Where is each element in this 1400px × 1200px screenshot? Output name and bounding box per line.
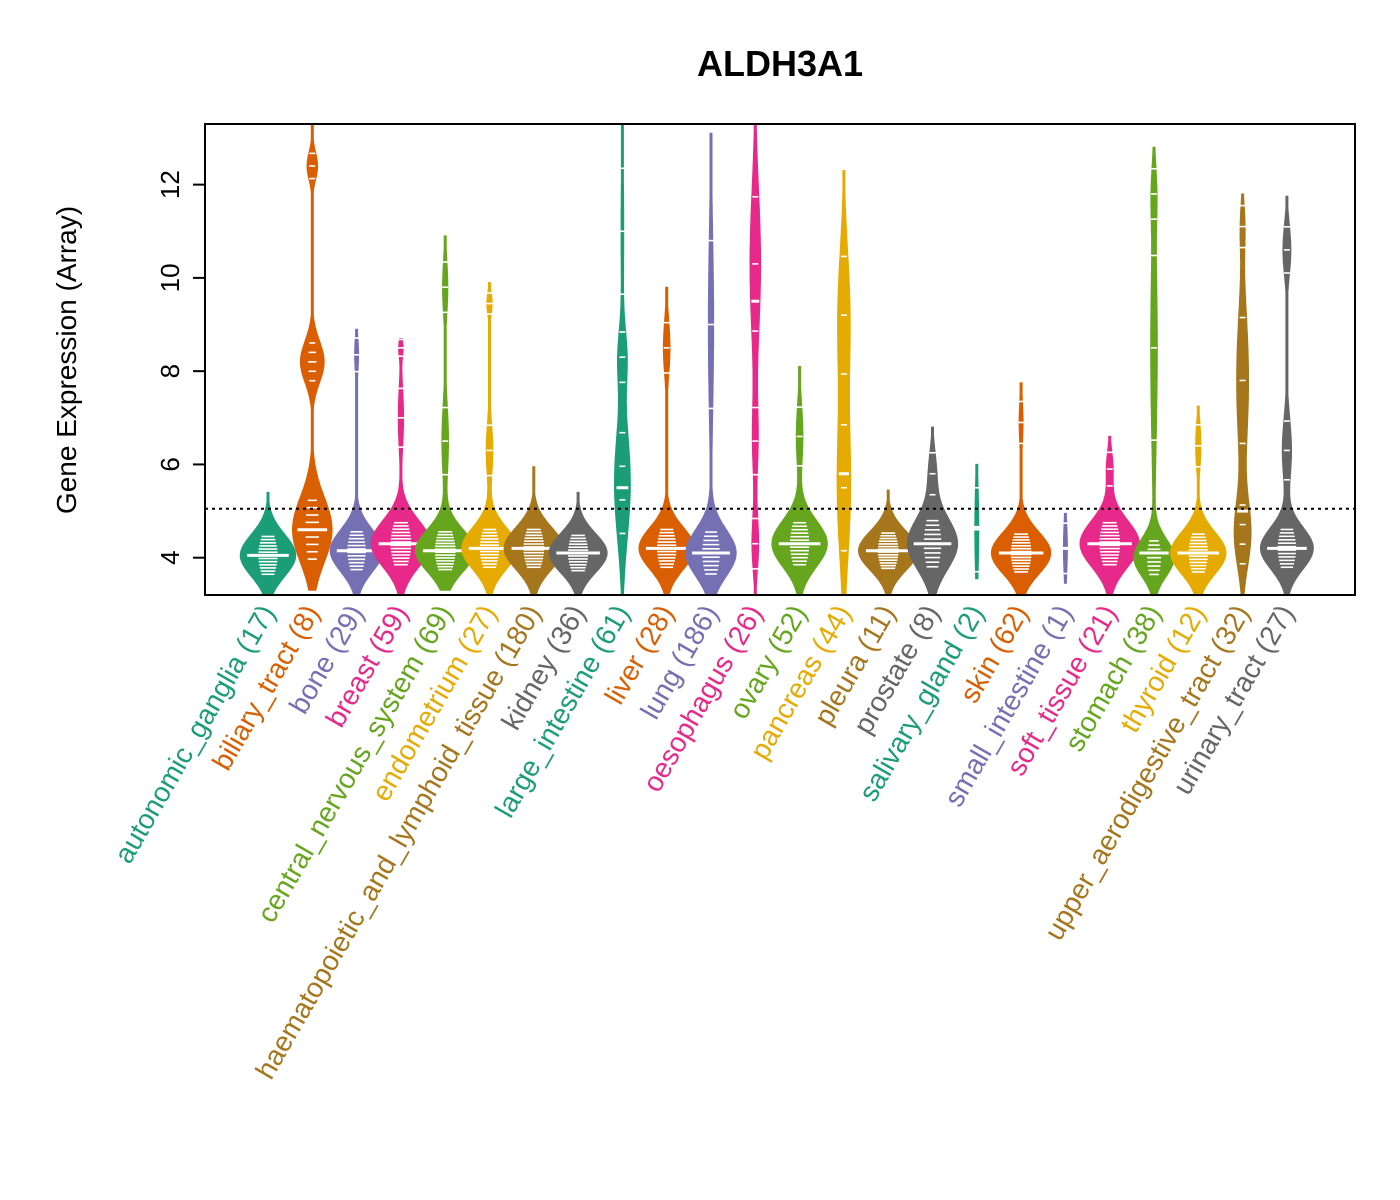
- violin-skin: [990, 382, 1052, 596]
- y-axis-label: Gene Expression (Array): [51, 206, 82, 514]
- violins-group: [239, 123, 1314, 596]
- y-tick-label: 4: [155, 550, 185, 564]
- violin-salivary_gland: [972, 463, 981, 580]
- violin-liver: [638, 286, 695, 596]
- violin-haematopoietic_and_lymphoid_tissue: [503, 466, 564, 596]
- violin-kidney: [548, 491, 608, 596]
- violin-stomach: [1133, 146, 1175, 596]
- violin-pancreas: [836, 170, 852, 596]
- y-axis: 4 6 8 10 12: [155, 170, 206, 565]
- violin-upper_aerodigestive_tract: [1233, 193, 1252, 596]
- violin-endometrium: [461, 282, 518, 596]
- violin-ovary: [771, 366, 828, 596]
- violin-central_nervous_system: [415, 235, 476, 591]
- y-tick-label: 12: [155, 170, 185, 199]
- violin-bone: [329, 328, 384, 596]
- y-tick-label: 6: [155, 457, 185, 471]
- violin-lung: [685, 132, 737, 596]
- violin-autonomic_ganglia: [239, 491, 297, 596]
- y-tick-label: 10: [155, 263, 185, 292]
- y-tick-label: 8: [155, 364, 185, 378]
- violin-pleura: [858, 489, 919, 596]
- violin-thyroid: [1170, 405, 1227, 596]
- violin-urinary_tract: [1260, 195, 1314, 596]
- violin-small_intestine: [1061, 512, 1070, 584]
- chart-title: ALDH3A1: [697, 43, 863, 84]
- violin-prostate: [906, 426, 959, 596]
- violin-soft_tissue: [1079, 435, 1140, 596]
